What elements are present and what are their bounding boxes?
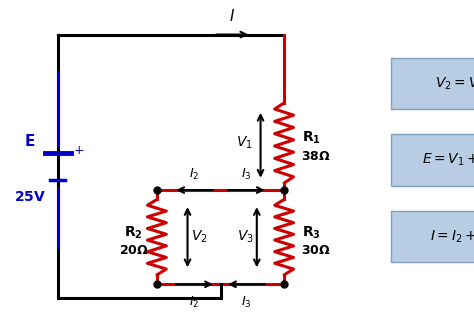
Text: $I_3$: $I_3$ (241, 295, 252, 310)
Text: $V_2$: $V_2$ (191, 229, 208, 245)
Text: $I$: $I$ (229, 8, 235, 24)
Text: $E = V_1 + V_2$: $E = V_1 + V_2$ (422, 152, 474, 168)
Text: $I_2$: $I_2$ (190, 166, 200, 181)
Text: $\mathbf{E}$: $\mathbf{E}$ (24, 133, 35, 149)
Text: $+$: $+$ (73, 144, 85, 157)
Text: $V_2 = V_3$: $V_2 = V_3$ (435, 75, 474, 92)
Text: $\mathbf{R_3}$: $\mathbf{R_3}$ (302, 224, 321, 241)
Text: $\mathbf{R_1}$: $\mathbf{R_1}$ (302, 130, 321, 147)
Text: $V_1$: $V_1$ (236, 135, 253, 151)
Text: $\mathbf{20\Omega}$: $\mathbf{20\Omega}$ (119, 244, 149, 257)
Text: $V_3$: $V_3$ (237, 229, 254, 245)
Text: $\mathbf{25V}$: $\mathbf{25V}$ (14, 190, 46, 204)
Text: $I = I_2 + I_3$: $I = I_2 + I_3$ (429, 228, 474, 245)
Text: $I_2$: $I_2$ (190, 295, 200, 310)
Text: $I_3$: $I_3$ (241, 166, 252, 181)
Text: $\mathbf{R_2}$: $\mathbf{R_2}$ (124, 224, 143, 241)
Text: $\mathbf{30\Omega}$: $\mathbf{30\Omega}$ (301, 244, 330, 257)
Text: $\mathbf{38\Omega}$: $\mathbf{38\Omega}$ (301, 150, 330, 163)
